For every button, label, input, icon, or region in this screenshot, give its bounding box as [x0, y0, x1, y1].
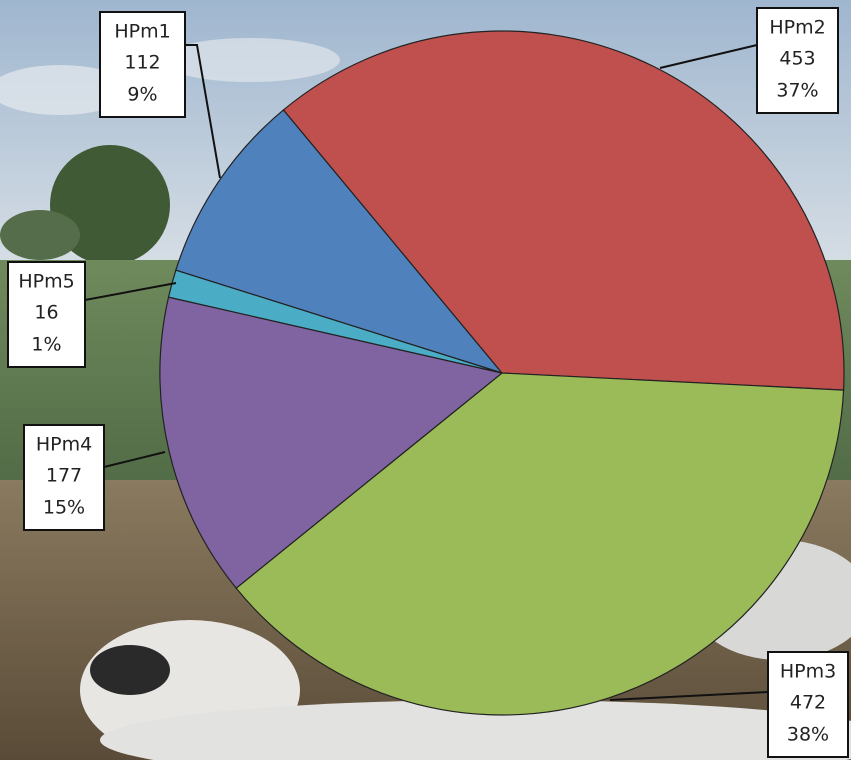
label-percent: 1%	[31, 334, 61, 356]
label-percent: 38%	[787, 724, 829, 746]
label-percent: 9%	[127, 84, 157, 106]
label-box	[23, 424, 105, 531]
leader-line	[103, 451, 166, 468]
pie-slice	[282, 30, 845, 391]
label-name: HPm3	[780, 661, 836, 683]
label-name: HPm4	[36, 434, 92, 456]
pie-slice	[159, 296, 504, 590]
label-value: 177	[46, 465, 82, 487]
pie	[159, 30, 845, 716]
leader-line	[84, 282, 177, 301]
leader-line	[609, 691, 769, 701]
label-name: HPm5	[18, 271, 74, 293]
label-percent: 15%	[43, 497, 85, 519]
label-box	[756, 7, 839, 114]
leader-line	[185, 44, 221, 179]
label-name: HPm2	[769, 17, 825, 39]
label-name: HPm1	[114, 21, 170, 43]
label-value: 472	[790, 692, 826, 714]
label-box	[7, 261, 86, 368]
label-value: 453	[779, 48, 815, 70]
data-labels: HPm1 112 9% HPm2 453 37% HPm3 472 38% HPm4 177 15% H…	[7, 7, 849, 758]
pie-slice	[235, 372, 845, 716]
label-value: 112	[124, 52, 160, 74]
label-percent: 37%	[776, 80, 818, 102]
label-box	[767, 651, 849, 758]
label-value: 16	[34, 302, 58, 324]
label-box	[99, 11, 186, 118]
leader-line	[659, 44, 758, 69]
pie-slice	[175, 109, 504, 375]
